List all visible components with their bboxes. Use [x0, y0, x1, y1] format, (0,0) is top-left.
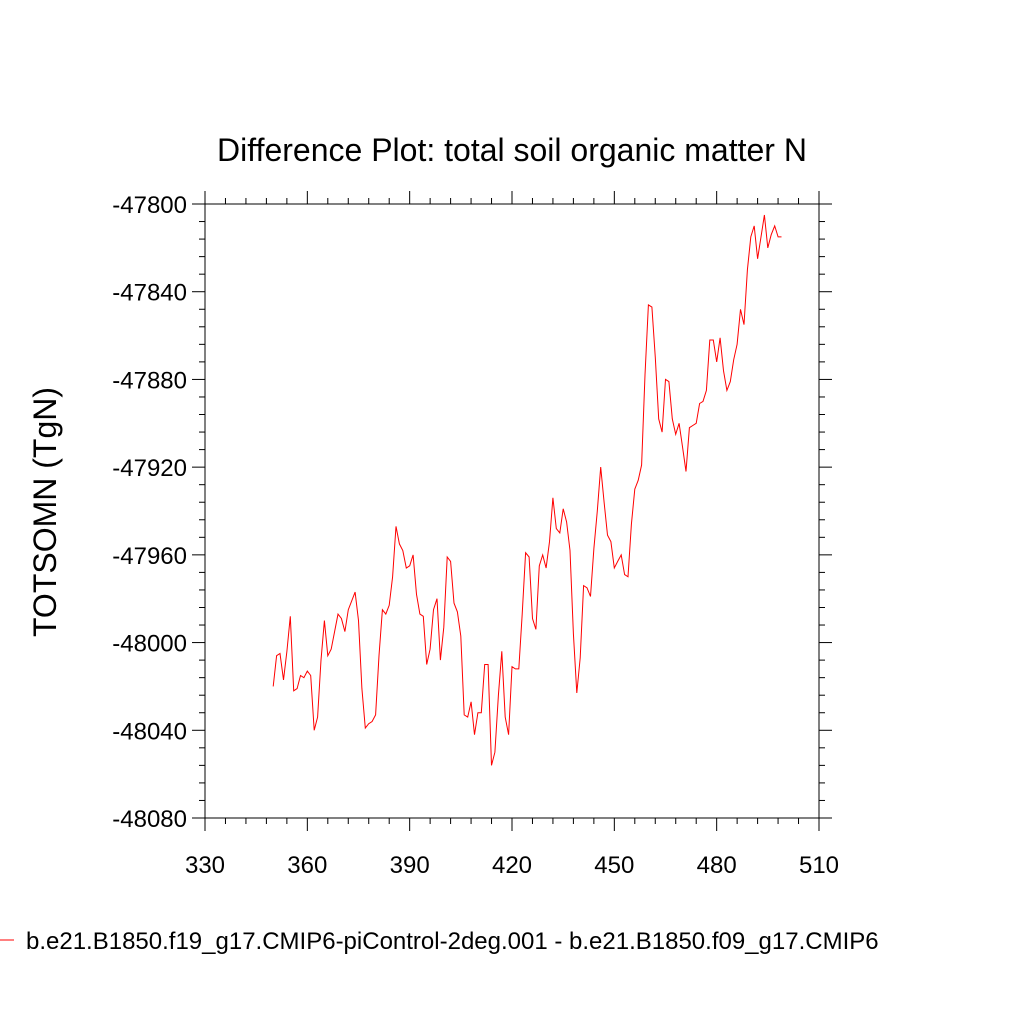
x-tick-label: 480	[697, 852, 737, 879]
y-tick-label: -47960	[112, 543, 187, 570]
legend-label: b.e21.B1850.f19_g17.CMIP6-piControl-2deg…	[26, 928, 879, 955]
y-tick-label: -47840	[112, 280, 187, 307]
y-tick-label: -48080	[112, 806, 187, 833]
y-tick-label: -48040	[112, 718, 187, 745]
x-tick-label: 330	[185, 852, 225, 879]
major-ticks	[192, 191, 832, 831]
plot-frame	[204, 203, 820, 819]
chart-title: Difference Plot: total soil organic matt…	[217, 132, 807, 168]
x-tick-labels: 330 360 390 420 450 480 510	[185, 852, 839, 879]
minor-ticks	[199, 198, 825, 824]
y-tick-label: -47920	[112, 455, 187, 482]
y-tick-label: -47880	[112, 367, 187, 394]
x-tick-label: 510	[799, 852, 839, 879]
y-tick-label: -48000	[112, 631, 187, 658]
y-tick-labels: -47800 -47840 -47880 -47920 -47960 -48000 -480…	[112, 192, 187, 833]
y-tick-label: -47800	[112, 192, 187, 219]
y-axis-label: TOTSOMN (TgN)	[27, 387, 63, 637]
x-tick-label: 390	[390, 852, 430, 879]
x-tick-label: 360	[287, 852, 327, 879]
data-line-series-1	[272, 214, 782, 766]
x-tick-label: 420	[492, 852, 532, 879]
x-tick-label: 450	[594, 852, 634, 879]
